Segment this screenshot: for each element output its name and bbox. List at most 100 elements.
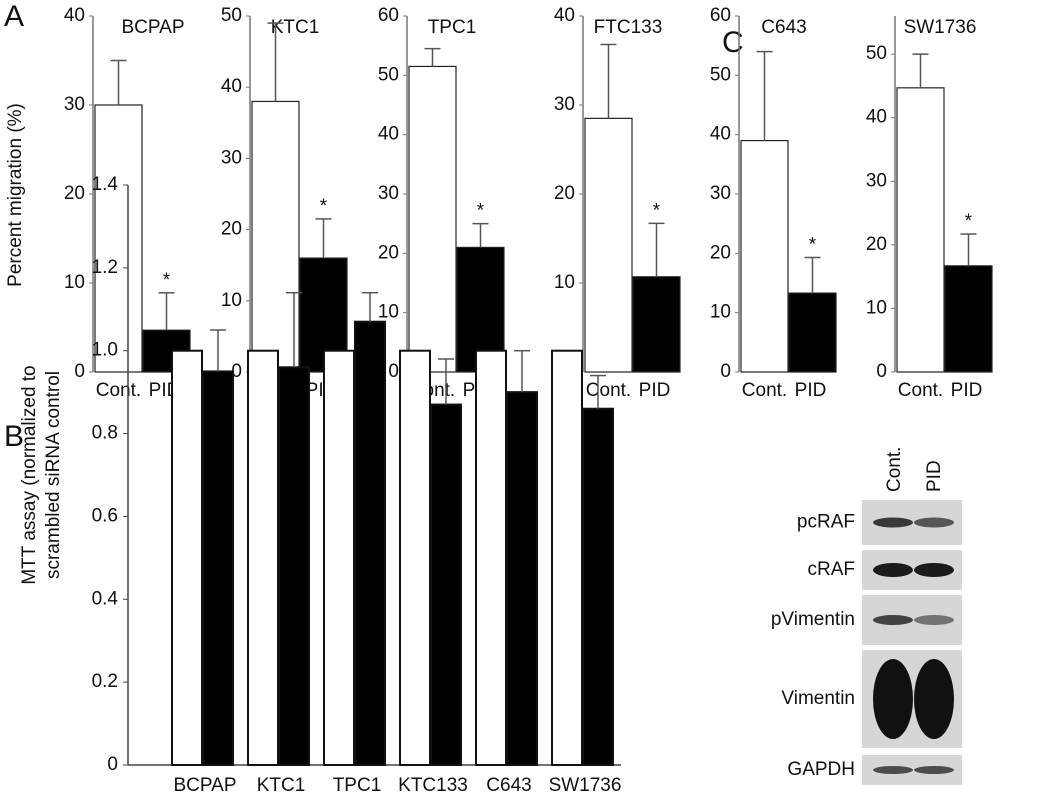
x-tick-label: BCPAP <box>173 775 236 795</box>
blot-column-label: Cont. <box>884 447 905 492</box>
chart-title: KTC1 <box>271 17 320 38</box>
y-tick-label: 20 <box>64 183 85 204</box>
blot-row-label: GAPDH <box>787 759 855 780</box>
blot-band <box>873 517 913 528</box>
blot-row-label: Vimentin <box>781 688 855 709</box>
y-tick-label: 40 <box>378 124 399 145</box>
x-tick-label: KTC1 <box>257 775 306 795</box>
y-tick-label: 10 <box>710 302 731 323</box>
bar <box>740 140 789 373</box>
y-tick-label: 50 <box>221 5 242 26</box>
bar <box>584 117 633 373</box>
x-tick-label: Cont. <box>586 380 631 401</box>
bar <box>551 349 583 766</box>
y-axis-label: MTT assay (normalized to <box>19 365 40 584</box>
y-tick-label: 40 <box>866 107 887 128</box>
y-tick-label: 1.0 <box>92 340 118 361</box>
blot-band <box>914 766 954 774</box>
y-tick-label: 40 <box>221 76 242 97</box>
y-tick-label: 0 <box>720 361 731 382</box>
y-tick-label: 0 <box>388 361 399 382</box>
y-tick-label: 0.8 <box>92 423 118 444</box>
y-tick-label: 30 <box>221 147 242 168</box>
blot-band <box>873 766 913 774</box>
blot-band <box>914 517 954 528</box>
bar <box>788 292 837 373</box>
y-tick-label: 0.6 <box>92 505 118 526</box>
blot-band <box>914 563 954 577</box>
blot-column-label: PID <box>924 460 945 492</box>
y-tick-label: 20 <box>378 242 399 263</box>
y-tick-label: 40 <box>710 124 731 145</box>
y-tick-label: 50 <box>866 43 887 64</box>
significance-mark: * <box>809 235 817 256</box>
x-tick-label: SW1736 <box>549 775 622 795</box>
panel-label: A <box>4 0 24 33</box>
bar <box>632 276 681 373</box>
blot-band <box>873 563 913 577</box>
y-tick-label: 10 <box>221 290 242 311</box>
y-tick-label: 50 <box>710 64 731 85</box>
y-tick-label: 0 <box>231 361 242 382</box>
y-tick-label: 0 <box>876 361 887 382</box>
chart-title: BCPAP <box>121 17 184 38</box>
x-tick-label: PID <box>951 380 983 401</box>
y-tick-label: 20 <box>221 219 242 240</box>
y-tick-label: 20 <box>710 242 731 263</box>
bar <box>944 265 993 373</box>
significance-mark: * <box>965 211 973 232</box>
y-tick-label: 30 <box>378 183 399 204</box>
x-tick-label: TPC1 <box>333 775 382 795</box>
y-tick-label: 40 <box>64 5 85 26</box>
x-tick-label: Cont. <box>96 380 141 401</box>
y-tick-label: 20 <box>866 234 887 255</box>
panel-label: B <box>4 420 24 453</box>
blot-band <box>873 615 913 625</box>
bar <box>94 104 143 373</box>
y-tick-label: 30 <box>554 94 575 115</box>
y-tick-label: 50 <box>378 64 399 85</box>
blot-row-label: cRAF <box>808 559 856 580</box>
y-tick-label: 20 <box>554 183 575 204</box>
y-axis-label: scrambled siRNA control <box>43 371 64 579</box>
x-tick-label: Cont. <box>742 380 787 401</box>
y-tick-label: 1.2 <box>92 257 118 278</box>
chart-title: SW1736 <box>904 17 977 38</box>
y-tick-label: 10 <box>554 272 575 293</box>
y-tick-label: 10 <box>378 302 399 323</box>
bar <box>475 349 507 766</box>
significance-mark: * <box>320 196 328 217</box>
y-tick-label: 60 <box>710 5 731 26</box>
y-tick-label: 0.2 <box>92 671 118 692</box>
bar <box>582 407 614 766</box>
y-tick-label: 1.4 <box>92 174 119 195</box>
blot-row-label: pcRAF <box>797 512 855 533</box>
chart-title: TPC1 <box>428 17 477 38</box>
panel-label: C <box>722 26 744 59</box>
bar <box>323 349 355 766</box>
y-tick-label: 0.4 <box>92 588 119 609</box>
x-tick-label: PID <box>795 380 827 401</box>
bar <box>251 100 300 373</box>
y-tick-label: 10 <box>64 272 85 293</box>
blot-row-label: pVimentin <box>771 609 855 630</box>
bar <box>506 391 538 766</box>
significance-mark: * <box>653 200 661 221</box>
chart-title: FTC133 <box>594 17 663 38</box>
x-tick-label: KTC133 <box>398 775 468 795</box>
y-tick-label: 30 <box>866 170 887 191</box>
chart-title: C643 <box>761 17 806 38</box>
significance-mark: * <box>163 270 171 291</box>
y-tick-label: 30 <box>710 183 731 204</box>
y-axis-label: Percent migration (%) <box>5 103 26 287</box>
bar <box>354 320 386 766</box>
blot-band <box>914 615 954 625</box>
y-tick-label: 0 <box>107 754 118 775</box>
x-tick-label: Cont. <box>898 380 943 401</box>
bar <box>278 366 310 766</box>
bar <box>896 87 945 373</box>
bar <box>408 65 457 373</box>
y-tick-label: 40 <box>554 5 575 26</box>
bar <box>247 349 279 766</box>
